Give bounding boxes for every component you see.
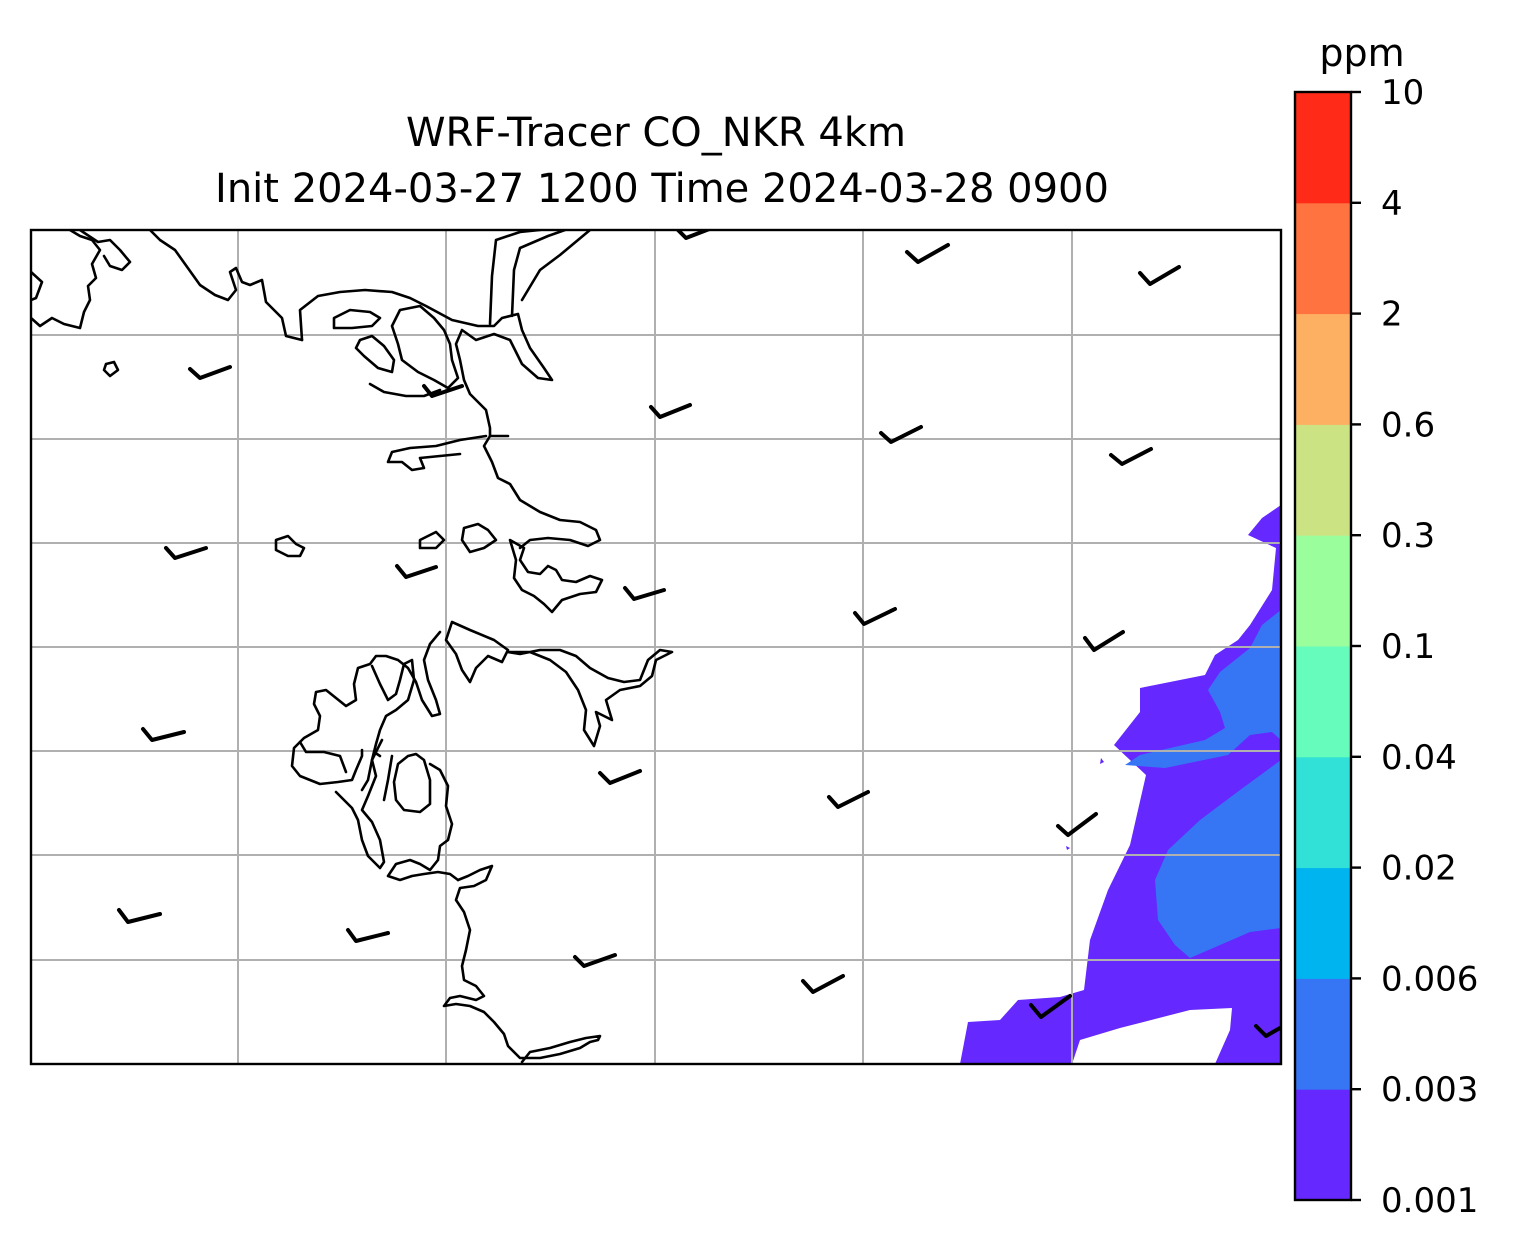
coast-north-river [488, 230, 592, 326]
colorbar-tick-label: 10 [1381, 73, 1424, 113]
colorbar-swatch [1295, 92, 1351, 204]
colorbar-swatch [1295, 313, 1351, 425]
colorbar-swatch [1295, 756, 1351, 869]
wind-barb [649, 403, 692, 419]
coast-islet-west [102, 360, 120, 378]
coast-central-north [298, 288, 554, 438]
wind-barb [801, 974, 845, 994]
colorbar-tick-label: 0.02 [1381, 849, 1457, 889]
plume-level-0.003 [1125, 610, 1281, 958]
colorbar-ticks: 0.001 0.003 0.006 0.02 0.04 0.1 0.3 0.6 2 4 10 [1351, 73, 1478, 1221]
wind-barb [598, 769, 642, 785]
tracer-plume [960, 505, 1281, 1064]
colorbar-frame [1293, 90, 1353, 1202]
wind-barb [827, 790, 870, 809]
colorbar-swatch [1295, 646, 1351, 758]
coast-west-shore [290, 630, 442, 786]
wind-barb [164, 546, 208, 560]
colorbar: ppm 0.001 0.003 0.006 0.02 0.04 0.1 0.3 0.6 2 4 10 [1293, 31, 1478, 1221]
wind-barb [1109, 447, 1153, 466]
coast-delta-a [386, 434, 488, 472]
colorbar-tick-label: 0.3 [1381, 516, 1435, 556]
colorbar-swatch [1295, 978, 1351, 1090]
wind-barb [879, 425, 923, 444]
wind-barb [117, 908, 162, 924]
colorbar-tick-label: 0.1 [1381, 627, 1435, 667]
coast-bay-south [444, 620, 674, 748]
wind-barb [346, 928, 390, 943]
colorbar-swatch [1295, 535, 1351, 647]
colorbar-swatch [1295, 202, 1351, 315]
wind-barb [188, 365, 232, 380]
coast-east-shore [482, 434, 602, 550]
coast-lake [332, 308, 382, 330]
colorbar-tick-label: 0.001 [1381, 1181, 1478, 1221]
colorbar-tick-label: 0.006 [1381, 959, 1478, 999]
coast-islands-b [418, 522, 604, 614]
colorbar-tick-label: 2 [1381, 295, 1403, 335]
coastlines [31, 230, 674, 1064]
coast-north-inlet [78, 230, 304, 342]
wind-barbs [117, 230, 1281, 1038]
title-line-1: WRF-Tracer CO_NKR 4km [406, 110, 906, 156]
colorbar-swatch [1295, 867, 1351, 979]
coast-west-river [298, 738, 394, 802]
colorbar-unit-label: ppm [1319, 31, 1404, 75]
wind-barb [853, 607, 897, 626]
colorbar-tick-label: 0.04 [1381, 738, 1457, 778]
coast-inner-b [386, 752, 460, 882]
wind-barb [1254, 1024, 1281, 1038]
wind-barb [573, 953, 617, 968]
coast-south-shore [442, 864, 602, 1064]
coast-peninsula [390, 304, 460, 390]
coast-island-a [354, 334, 396, 374]
wind-barb [422, 384, 464, 398]
wind-barb [676, 230, 713, 240]
wind-barb [623, 586, 666, 601]
colorbar-tick-label: 0.6 [1381, 405, 1435, 445]
colorbar-swatch [1295, 424, 1351, 536]
wind-barb [141, 727, 186, 742]
wind-barb [1083, 630, 1125, 652]
wind-barb [395, 564, 438, 579]
wind-barb [1138, 265, 1181, 286]
colorbar-swatch [1295, 1089, 1351, 1201]
coast-northwest [31, 230, 102, 330]
map-frame [29, 228, 1283, 1066]
gridlines [31, 230, 1281, 1064]
wind-barb [1029, 994, 1072, 1019]
coast-islet-c [274, 534, 306, 558]
colorbar-tick-label: 0.003 [1381, 1070, 1478, 1110]
map-panel [29, 228, 1283, 1066]
colorbar-swatches [1295, 92, 1351, 1201]
wind-barb [1056, 812, 1098, 837]
colorbar-tick-label: 4 [1381, 184, 1403, 224]
wind-barb [905, 243, 950, 264]
title-line-2: Init 2024-03-27 1200 Time 2024-03-28 090… [215, 166, 1109, 212]
